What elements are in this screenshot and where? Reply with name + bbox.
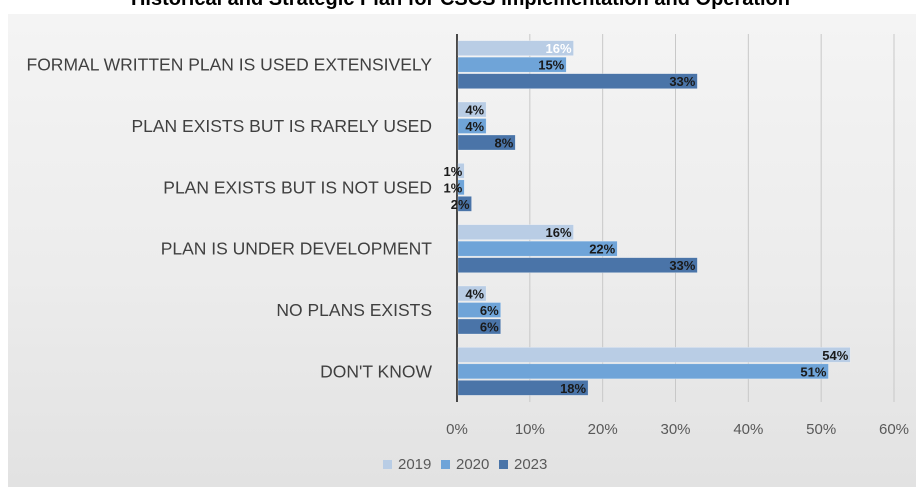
bar [457, 73, 698, 89]
x-tick-label: 50% [806, 421, 836, 438]
bar-value-label: 6% [480, 303, 499, 318]
legend-swatch [383, 460, 392, 469]
bar-value-label: 1% [443, 180, 462, 195]
bar [457, 257, 698, 273]
bar-value-label: 16% [546, 225, 572, 240]
bar [457, 363, 829, 380]
chart-title-text: Historical and Strategic Plan for CSCS I… [0, 0, 921, 10]
category-label: NO PLANS EXISTS [276, 300, 432, 320]
bar [457, 196, 472, 212]
bar [457, 302, 501, 318]
bar [457, 380, 589, 396]
legend-label: 2019 [398, 456, 431, 473]
bar [457, 101, 487, 118]
bar [457, 163, 465, 179]
bar-value-label: 4% [465, 103, 484, 118]
x-tick-label: 40% [733, 421, 763, 438]
legend-swatch [499, 460, 508, 469]
bar [457, 285, 487, 302]
bar-value-label: 33% [669, 74, 695, 89]
bar-value-label: 1% [443, 164, 462, 179]
category-label: PLAN EXISTS BUT IS NOT USED [163, 177, 432, 197]
category-label: FORMAL WRITTEN PLAN IS USED EXTENSIVELY [27, 55, 433, 75]
legend-label: 2023 [514, 456, 547, 473]
bar-value-label: 18% [560, 381, 586, 396]
x-tick-label: 20% [588, 421, 618, 438]
x-tick-label: 0% [446, 421, 468, 438]
bar [457, 240, 618, 257]
bar-value-label: 4% [465, 119, 484, 134]
bar [457, 118, 487, 134]
bar [457, 56, 567, 73]
category-label: PLAN IS UNDER DEVELOPMENT [161, 239, 433, 259]
bar-value-label: 22% [589, 242, 615, 257]
bar-value-label: 4% [465, 287, 484, 302]
bar-value-label: 16% [546, 41, 572, 56]
legend-label: 2020 [456, 456, 489, 473]
legend-swatch [441, 460, 450, 469]
x-tick-label: 60% [879, 421, 909, 438]
bar-value-label: 2% [451, 197, 470, 212]
bar-value-label: 51% [800, 364, 826, 379]
bar-value-label: 54% [822, 348, 848, 363]
category-label: DON'T KNOW [320, 361, 432, 381]
bar [457, 134, 516, 151]
category-label: PLAN EXISTS BUT IS RARELY USED [131, 116, 432, 136]
bar [457, 318, 501, 335]
x-tick-label: 30% [660, 421, 690, 438]
bar [457, 40, 574, 56]
bar-value-label: 15% [538, 58, 564, 73]
bar-value-label: 6% [480, 320, 499, 335]
bar [457, 347, 851, 363]
bar-value-label: 33% [669, 258, 695, 273]
chart-title: Historical and Strategic Plan for CSCS I… [0, 0, 921, 10]
x-tick-label: 10% [515, 421, 545, 438]
bar [457, 179, 465, 196]
bar [457, 224, 574, 240]
bar-value-label: 8% [494, 136, 513, 151]
